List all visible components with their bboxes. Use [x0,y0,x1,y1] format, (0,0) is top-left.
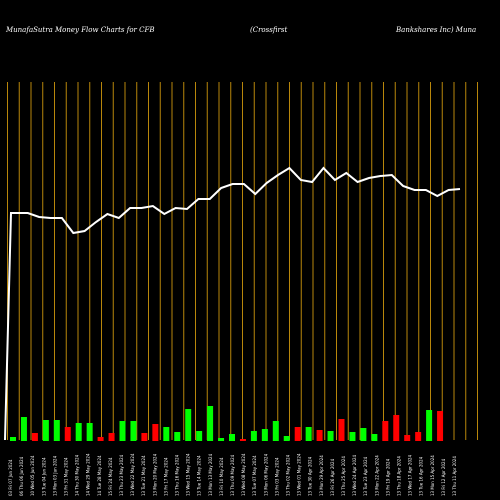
x-tick-label: 14 Thu 30 May 2024 [75,454,80,496]
volume-bar [239,439,246,441]
chart-title-left: MunafaSutra Money Flow Charts for CFB [5,26,154,34]
volume-bar [327,431,334,441]
x-tick-label: 13 Tue 04 Jun 2024 [41,457,46,496]
x-tick-label: 13 Tue 23 Apr 2024 [363,456,368,496]
x-tick-label: 13 Fri 10 May 2024 [219,457,224,496]
x-tick-label: 13 Fri 03 May 2024 [274,457,279,496]
x-tick-label: 13 Tue 07 May 2024 [252,455,257,496]
volume-bar [349,432,356,441]
volume-bar [185,409,192,441]
volume-bar [437,411,444,441]
volume-bar [53,420,60,441]
x-tick-label: 06 Thu 06 Jun 2024 [19,456,24,496]
volume-bar [415,432,422,441]
volume-bar [174,432,181,441]
volume-bar [108,433,115,441]
x-tick-label: 13 Fri 12 Apr 2024 [441,458,446,496]
x-tick-label: 13 Tue 14 May 2024 [197,455,202,496]
x-tick-label: 03 Fri 07 Jun 2024 [8,459,13,496]
x-tick-label: 13 Mon 20 May 2024 [152,453,157,496]
volume-bar [10,437,16,441]
x-tick-label: 13 Mon 22 Apr 2024 [374,455,379,496]
volume-bar [426,410,433,441]
x-tick-label: 13 Thu 18 Apr 2024 [397,456,402,496]
x-tick-label: 13 Wed 01 May 2024 [297,453,302,496]
chart-title-middle: (Crossfirst [250,26,287,34]
x-tick-label: 14 Wed 29 May 2024 [86,453,91,496]
volume-bar [20,417,27,441]
volume-bar [31,433,38,441]
x-tick-label: 13 Mon 13 May 2024 [208,453,213,496]
volume-bar [119,421,126,441]
vertical-gridlines [7,82,478,440]
x-tick-label: 13 Mon 06 May 2024 [263,453,268,496]
chart-title-right: Bankshares Inc) Muna [395,26,476,34]
x-tick-label: 13 Wed 08 May 2024 [241,453,246,496]
volume-bar [294,427,301,441]
volume-bar [261,429,268,441]
volume-bar [360,428,367,441]
x-tick-label: 13 Fri 26 Apr 2024 [330,458,335,496]
volume-bar [250,431,257,441]
x-tick-label: 13 Wed 15 May 2024 [186,453,191,496]
x-tick-label: 15 Fri 24 May 2024 [108,457,113,496]
x-tick-label: 13 Fri 19 Apr 2024 [385,458,390,496]
x-tick-label: 13 Tue 30 Apr 2024 [308,456,313,496]
volume-bar [163,427,170,441]
volume-bar [338,419,345,441]
volume-bars [10,406,444,441]
volume-bar [382,421,389,441]
volume-bar [305,427,312,441]
volume-bar [229,434,235,441]
x-tick-label: 13 Tue 21 May 2024 [141,455,146,496]
volume-bar [97,437,104,441]
volume-bar [196,431,203,441]
volume-bar [316,430,323,441]
volume-bar [404,435,411,441]
x-tick-label: 13 Wed 22 May 2024 [130,453,135,496]
volume-bar [75,423,82,441]
x-tick-label: 13 Thu 23 May 2024 [119,454,124,496]
x-tick-label: 13 Thu 11 Apr 2024 [452,456,457,496]
volume-bar [64,427,71,441]
x-tick-label: 13 Thu 02 May 2024 [286,454,291,496]
price-line [4,166,461,441]
volume-bar [152,424,159,441]
volume-bar [283,436,290,441]
volume-bar [371,434,378,441]
volume-bar [86,423,93,441]
volume-bar [218,438,225,441]
x-tick-labels: 03 Fri 07 Jun 2024 06 Thu 06 Jun 2024 10 W… [8,453,457,496]
x-tick-label: 13 Mon 29 Apr 2024 [319,455,324,496]
x-tick-label: 13 Wed 17 Apr 2024 [408,454,413,496]
volume-bar [207,406,214,441]
x-tick-label: 13 Thu 25 Apr 2024 [341,456,346,496]
x-tick-label: 10 Wed 05 Jun 2024 [30,455,35,496]
x-tick-label: 13 Wed 24 Apr 2024 [352,454,357,496]
volume-bar [42,420,49,441]
x-tick-label: 14 Tue 28 May 2024 [97,455,102,496]
volume-bar [272,421,279,441]
x-tick-label: 13 Fri 31 May 2024 [64,457,69,496]
x-tick-label: 13 Mon 15 Apr 2024 [430,455,435,496]
x-tick-label: 13 Thu 09 May 2024 [230,454,235,496]
x-tick-label: 13 Thu 16 May 2024 [175,454,180,496]
volume-bar [130,421,137,441]
x-tick-label: 13 Mon 03 Jun 2024 [52,455,57,496]
x-tick-label: 13 Fri 17 May 2024 [163,457,168,496]
volume-bar [141,433,148,441]
x-tick-label: 13 Tue 16 Apr 2024 [419,456,424,496]
volume-bar [393,415,400,441]
